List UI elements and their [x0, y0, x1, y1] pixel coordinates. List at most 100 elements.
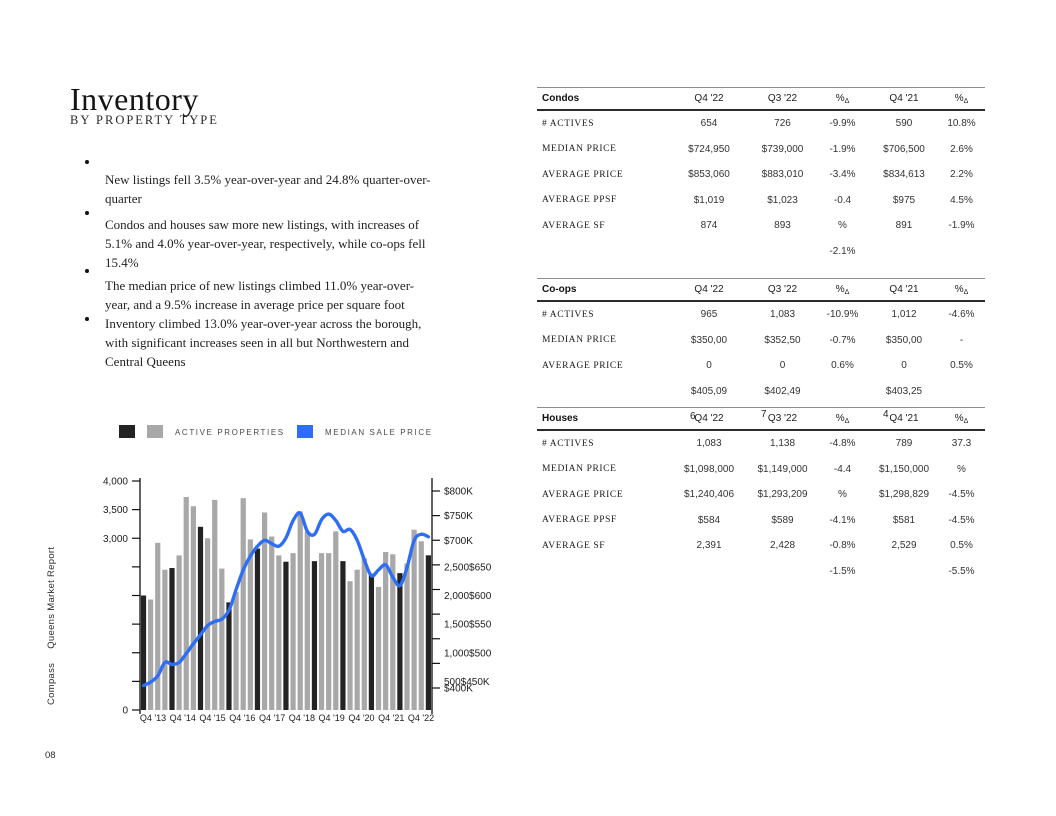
- active-properties-bar: [233, 592, 239, 710]
- table-cell: $706,500: [883, 143, 925, 155]
- right-axis-label: 1,000$500K: [444, 648, 492, 659]
- table-row: AVERAGE PPSF $584 $589 -4.1% $581 -4.5%: [537, 508, 985, 534]
- bullet-item: Condos and houses saw more new listings,…: [70, 196, 482, 272]
- table-row: AVERAGE SF 874 893% 891 -1.9%: [537, 213, 985, 239]
- column-header: Q4 '22: [694, 93, 724, 104]
- table-cell: 2,428: [769, 540, 796, 552]
- table-row: # ACTIVES 654 726 -9.9% 590 10.8%: [537, 111, 985, 137]
- left-axis-label: 0: [122, 706, 128, 717]
- delta-icon: Δ: [844, 288, 850, 296]
- column-header: Q4 '21: [889, 93, 919, 104]
- chart-legend: ACTIVE PROPERTIES MEDIAN SALE PRICE: [0, 420, 520, 442]
- table-cell: $853,060: [688, 169, 730, 181]
- column-header: Q4 '22: [694, 284, 724, 295]
- row-label: AVERAGE PRICE: [542, 360, 624, 371]
- legend-label-active: ACTIVE PROPERTIES: [175, 428, 285, 437]
- stray-digit: 6: [690, 411, 696, 422]
- chart-svg: 4,000 3,500 3,000 0 $800K $750K $700K 2,500$650…: [103, 477, 492, 724]
- delta-icon: Δ: [963, 288, 969, 296]
- active-properties-bar: [347, 581, 353, 710]
- active-properties-bar: [333, 531, 339, 710]
- active-properties-bar: [197, 526, 204, 710]
- table-cell: 2.2%: [950, 169, 973, 181]
- bullet-item: The median price of new listings climbed…: [70, 257, 482, 314]
- table-cell: 1,012: [891, 309, 917, 321]
- table-title: Houses: [542, 413, 579, 424]
- table-cell: 10.8%: [947, 118, 976, 130]
- table-cell: $1,019: [693, 194, 725, 206]
- table-cell: -3.4%: [829, 169, 856, 181]
- table-title: Condos: [542, 93, 580, 104]
- legend-label-median: MEDIAN SALE PRICE: [325, 428, 433, 437]
- active-properties-bar: [276, 555, 282, 710]
- active-properties-bar: [383, 551, 389, 710]
- table-condos: Condos Q4 '22 Q3 '22 %Δ Q4 '21 %Δ # ACTIVES 654…: [537, 87, 985, 264]
- inventory-chart: 4,000 3,500 3,000 0 $800K $750K $700K 2,500$650…: [88, 468, 492, 730]
- bullet-text: The median price of new listings climbed…: [105, 278, 415, 312]
- column-header: %Δ: [835, 92, 850, 105]
- left-axis-label: 3,500: [103, 505, 128, 516]
- table-cell: -: [959, 334, 964, 346]
- table-cell: %: [838, 220, 847, 232]
- table-cell: -5.5%: [948, 565, 975, 577]
- table-cell: $1,150,000: [878, 463, 930, 475]
- right-axis-label: 1,500$550K: [444, 620, 492, 631]
- active-properties-bar: [375, 586, 382, 710]
- table-cell: -4.4: [833, 463, 852, 475]
- bullet-dot: [85, 317, 89, 321]
- median-sale-price-line: [141, 511, 431, 688]
- table-cell: 2.6%: [950, 143, 973, 155]
- table-coops: Co-ops Q4 '22 Q3 '22 %Δ Q4 '21 %Δ # ACTIVES 965…: [537, 278, 985, 404]
- legend-swatch-active-other: [147, 425, 163, 438]
- table-cell: 1,083: [696, 438, 722, 450]
- table-row: -1.5% -5.5%: [537, 559, 985, 585]
- right-axis-label: $750K: [444, 511, 473, 522]
- x-axis-label: Q4 '21: [378, 713, 404, 723]
- bullet-text: Inventory climbed 13.0% year-over-year a…: [105, 316, 422, 369]
- side-footer: Compass Queens Market Report: [46, 547, 58, 705]
- active-properties-bar: [361, 558, 367, 710]
- x-axis-label: Q4 '13: [140, 713, 166, 723]
- table-row: MEDIAN PRICE $350,00 $352,50 -0.7% $350,00 -: [537, 328, 985, 354]
- table-cell: 0.5%: [950, 360, 973, 372]
- active-properties-bar: [226, 602, 232, 710]
- table-cell: 1,138: [769, 438, 796, 450]
- table-cell: $589: [771, 514, 794, 526]
- column-header: %Δ: [954, 412, 969, 425]
- page-title: Inventory: [70, 81, 199, 118]
- table-cell: 874: [700, 220, 718, 232]
- x-axis-label: Q4 '20: [348, 713, 374, 723]
- table-cell: $1,293,209: [757, 489, 808, 501]
- active-properties-bar: [404, 563, 410, 710]
- row-label: MEDIAN PRICE: [542, 464, 617, 475]
- active-properties-bar: [269, 536, 275, 710]
- table-cell: -1.5%: [829, 565, 856, 577]
- active-properties-bar: [418, 541, 424, 710]
- right-axis-label: $800K: [444, 487, 473, 498]
- delta-icon: Δ: [963, 97, 969, 105]
- active-properties-bar: [390, 554, 396, 710]
- x-axis-label: Q4 '18: [289, 713, 315, 723]
- row-label: MEDIAN PRICE: [542, 335, 617, 346]
- table-cell: 0: [706, 360, 712, 372]
- table-cell: 965: [700, 309, 718, 321]
- active-properties-bar: [261, 512, 268, 710]
- column-header: Q4 '22: [694, 413, 724, 424]
- active-properties-bar: [326, 553, 332, 710]
- active-properties-bar: [397, 573, 403, 710]
- active-properties-bar: [311, 561, 318, 710]
- table-row: AVERAGE PRICE $853,060 $883,010 -3.4% $834,6…: [537, 162, 985, 188]
- column-header: %Δ: [954, 92, 969, 105]
- left-axis-label: 4,000: [103, 477, 128, 488]
- table-cell: $975: [892, 194, 916, 206]
- table-cell: -4.5%: [948, 489, 975, 501]
- table-row: AVERAGE PRICE 0 0 0.6% 0 0.5%: [537, 353, 985, 379]
- table-cell: $739,000: [761, 143, 804, 155]
- column-header: Q4 '21: [889, 284, 919, 295]
- table-cell: $352,50: [764, 334, 801, 346]
- table-cell: 0.5%: [950, 540, 973, 552]
- table-cell: $402,49: [764, 385, 801, 397]
- table-cell: $581: [892, 514, 916, 526]
- column-header: Q3 '22: [767, 93, 798, 104]
- bars-group: [140, 497, 431, 710]
